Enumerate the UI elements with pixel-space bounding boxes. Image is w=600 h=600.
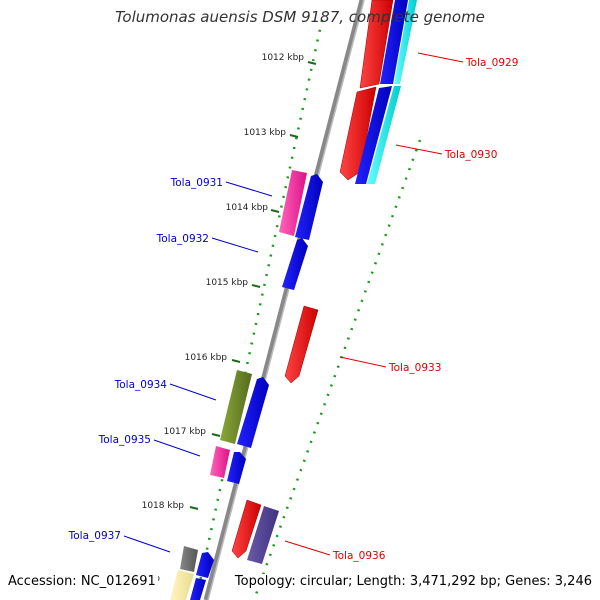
gene-feature-0934[interactable] [220, 370, 269, 448]
tick-label: 1013 kbp [244, 128, 287, 138]
map-title: Tolumonas auensis DSM 9187, complete gen… [115, 8, 485, 26]
gene-feature-0936[interactable] [231, 499, 279, 564]
tick-marks [189, 61, 317, 510]
gene-label[interactable]: Tola_0930 [444, 149, 497, 161]
gene-feature-0932[interactable] [282, 238, 308, 290]
genome-backbone-shade [207, 0, 365, 600]
label-connector [284, 540, 331, 556]
tick-label: 1014 kbp [226, 203, 269, 213]
label-connector [395, 144, 443, 155]
tick-label: 1012 kbp [262, 53, 305, 63]
gene-label[interactable]: Tola_0933 [388, 362, 441, 374]
gene-label[interactable]: Tola_0936 [332, 550, 386, 562]
gene-label[interactable]: Tola_0934 [114, 379, 168, 391]
gene-label[interactable]: Tola_0931 [170, 177, 223, 189]
topology-summary: Topology: circular; Length: 3,471,292 bp… [232, 574, 594, 589]
label-connector [169, 383, 217, 401]
gene-feature-0929[interactable] [359, 0, 417, 89]
genome-backbone [203, 0, 365, 600]
tick-label: 1015 kbp [206, 278, 249, 288]
gene-feature-0935[interactable] [210, 446, 246, 484]
gene-feature-0937[interactable] [170, 546, 214, 600]
label-connector [123, 535, 171, 553]
label-connector [225, 181, 273, 197]
tick-label: 1017 kbp [164, 427, 207, 437]
tick-label: 1016 kbp [185, 353, 228, 363]
gc-track-inner [252, 139, 422, 600]
accession-text: Accession: NC_012691 [6, 574, 158, 589]
gene-feature-0931[interactable] [279, 170, 323, 240]
gene-feature-0933[interactable] [284, 305, 319, 384]
gene-label[interactable]: Tola_0929 [465, 57, 518, 69]
tick-label: 1018 kbp [142, 501, 185, 511]
label-connector [153, 439, 201, 457]
gene-feature-0930[interactable] [339, 86, 401, 184]
gene-label[interactable]: Tola_0932 [156, 233, 209, 245]
label-connector [417, 52, 464, 63]
gene-label[interactable]: Tola_0937 [68, 530, 121, 542]
label-connector [339, 356, 387, 368]
label-connector [211, 237, 259, 253]
gene-label[interactable]: Tola_0935 [98, 434, 151, 446]
